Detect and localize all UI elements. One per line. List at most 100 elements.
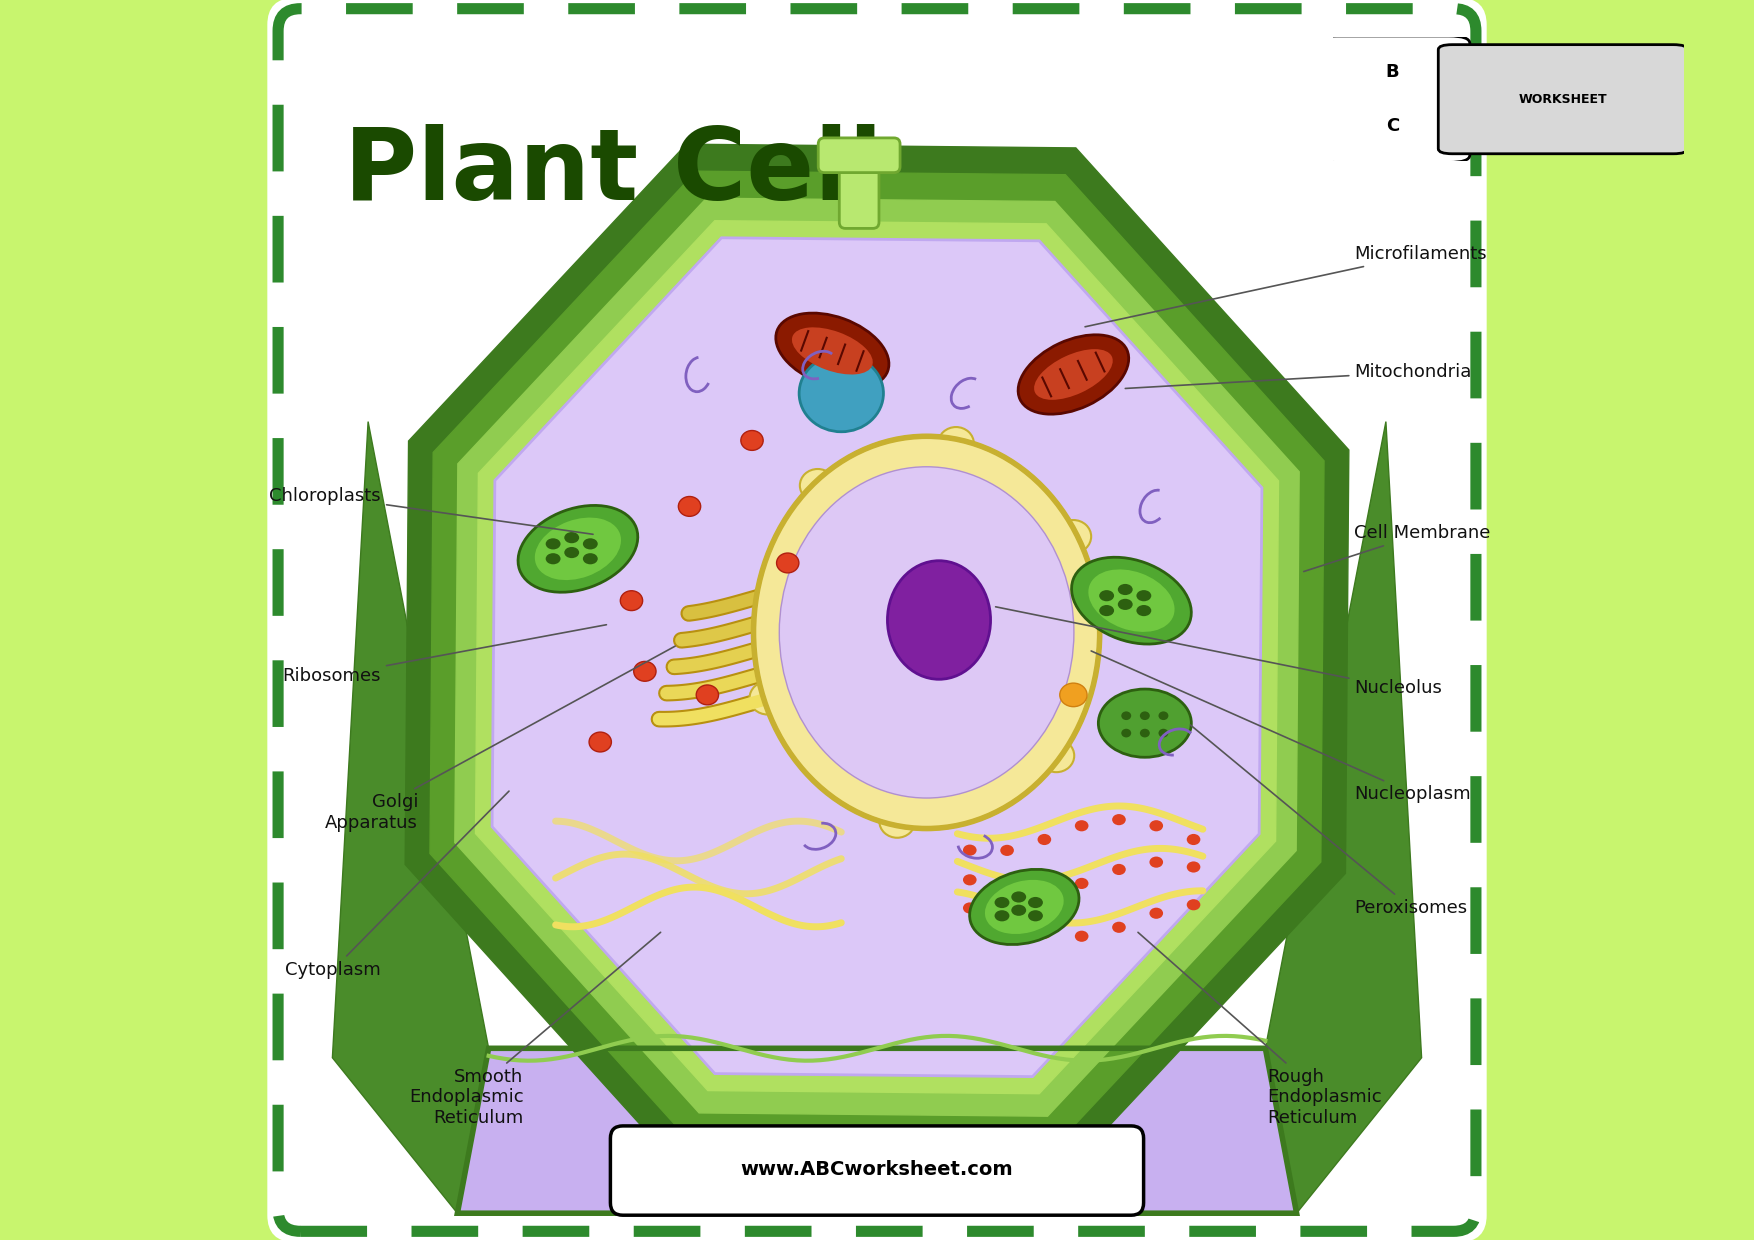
Polygon shape xyxy=(1265,422,1421,1213)
Text: Mitochondria: Mitochondria xyxy=(1126,363,1472,388)
Ellipse shape xyxy=(986,880,1063,934)
Text: WORKSHEET: WORKSHEET xyxy=(1519,93,1607,105)
Ellipse shape xyxy=(1112,864,1126,875)
Ellipse shape xyxy=(1121,712,1131,720)
Ellipse shape xyxy=(1059,683,1087,707)
Ellipse shape xyxy=(1140,729,1151,738)
Ellipse shape xyxy=(938,427,973,460)
Text: C: C xyxy=(1386,118,1400,135)
Ellipse shape xyxy=(879,805,916,838)
Ellipse shape xyxy=(1112,815,1126,826)
Ellipse shape xyxy=(779,466,1073,799)
Ellipse shape xyxy=(1098,689,1191,758)
Ellipse shape xyxy=(589,732,612,751)
Ellipse shape xyxy=(800,355,884,432)
Ellipse shape xyxy=(1087,569,1175,632)
Ellipse shape xyxy=(775,312,889,389)
FancyBboxPatch shape xyxy=(817,138,900,172)
Ellipse shape xyxy=(1187,899,1200,910)
Ellipse shape xyxy=(679,496,700,516)
Ellipse shape xyxy=(1117,584,1133,595)
Polygon shape xyxy=(333,422,489,1213)
Ellipse shape xyxy=(740,430,763,450)
Ellipse shape xyxy=(995,897,1010,908)
FancyBboxPatch shape xyxy=(610,1126,1144,1215)
Ellipse shape xyxy=(633,661,656,681)
Ellipse shape xyxy=(545,538,561,549)
Text: Cell Membrane: Cell Membrane xyxy=(1303,525,1491,572)
Ellipse shape xyxy=(1149,820,1163,831)
Ellipse shape xyxy=(696,684,719,704)
Ellipse shape xyxy=(1000,844,1014,856)
Text: Nucleolus: Nucleolus xyxy=(996,606,1442,697)
Ellipse shape xyxy=(565,547,579,558)
Ellipse shape xyxy=(1035,350,1112,399)
Text: Chloroplasts: Chloroplasts xyxy=(270,487,593,534)
Ellipse shape xyxy=(1117,599,1133,610)
Ellipse shape xyxy=(1100,605,1114,616)
Ellipse shape xyxy=(1121,729,1131,738)
Polygon shape xyxy=(493,238,1261,1076)
Ellipse shape xyxy=(582,538,598,549)
Text: B: B xyxy=(1386,63,1400,81)
Polygon shape xyxy=(454,198,1300,1116)
Ellipse shape xyxy=(1012,892,1026,903)
Ellipse shape xyxy=(1038,888,1051,899)
Text: Microfilaments: Microfilaments xyxy=(1086,246,1487,327)
Text: Ribosomes: Ribosomes xyxy=(282,625,607,684)
Polygon shape xyxy=(458,1048,1296,1213)
Text: Rough
Endoplasmic
Reticulum: Rough Endoplasmic Reticulum xyxy=(1138,932,1382,1127)
Ellipse shape xyxy=(1038,739,1073,773)
Ellipse shape xyxy=(970,869,1079,945)
Ellipse shape xyxy=(793,327,873,374)
Ellipse shape xyxy=(1149,908,1163,919)
Text: Cytoplasm: Cytoplasm xyxy=(286,791,509,978)
Ellipse shape xyxy=(1112,921,1126,932)
FancyBboxPatch shape xyxy=(840,151,879,228)
Ellipse shape xyxy=(1056,520,1091,553)
Ellipse shape xyxy=(1075,878,1089,889)
Ellipse shape xyxy=(565,532,579,543)
Ellipse shape xyxy=(1000,887,1014,898)
Ellipse shape xyxy=(1038,835,1051,846)
Ellipse shape xyxy=(1149,857,1163,868)
Ellipse shape xyxy=(754,436,1100,828)
Ellipse shape xyxy=(963,903,977,914)
Polygon shape xyxy=(475,221,1279,1094)
Ellipse shape xyxy=(1100,590,1114,601)
Polygon shape xyxy=(430,171,1324,1143)
FancyBboxPatch shape xyxy=(1316,36,1470,162)
Polygon shape xyxy=(405,144,1349,1171)
Text: Golgi
Apparatus: Golgi Apparatus xyxy=(324,646,675,832)
Ellipse shape xyxy=(1038,928,1051,939)
Ellipse shape xyxy=(1017,335,1130,414)
Ellipse shape xyxy=(1075,931,1089,942)
Ellipse shape xyxy=(1075,820,1089,831)
Ellipse shape xyxy=(777,553,798,573)
Text: Plant Cell: Plant Cell xyxy=(344,124,882,221)
FancyBboxPatch shape xyxy=(270,0,1484,1240)
Ellipse shape xyxy=(535,517,621,580)
Ellipse shape xyxy=(1187,835,1200,846)
Ellipse shape xyxy=(545,553,561,564)
Ellipse shape xyxy=(621,590,642,610)
Ellipse shape xyxy=(1028,897,1044,908)
Ellipse shape xyxy=(1158,712,1168,720)
Ellipse shape xyxy=(1187,862,1200,873)
Ellipse shape xyxy=(888,560,991,680)
Ellipse shape xyxy=(1012,905,1026,916)
Ellipse shape xyxy=(963,844,977,856)
Ellipse shape xyxy=(1072,557,1191,644)
Text: Nucleoplasm: Nucleoplasm xyxy=(1091,651,1472,802)
Text: Peroxisomes: Peroxisomes xyxy=(1191,725,1468,916)
Ellipse shape xyxy=(1158,729,1168,738)
Text: www.ABCworksheet.com: www.ABCworksheet.com xyxy=(740,1159,1014,1179)
Ellipse shape xyxy=(1028,910,1044,921)
Ellipse shape xyxy=(800,469,835,502)
Ellipse shape xyxy=(1137,605,1151,616)
Ellipse shape xyxy=(963,874,977,885)
Ellipse shape xyxy=(517,506,638,593)
Ellipse shape xyxy=(1140,712,1151,720)
Ellipse shape xyxy=(749,682,786,714)
Text: Smooth
Endoplasmic
Reticulum: Smooth Endoplasmic Reticulum xyxy=(409,932,661,1127)
